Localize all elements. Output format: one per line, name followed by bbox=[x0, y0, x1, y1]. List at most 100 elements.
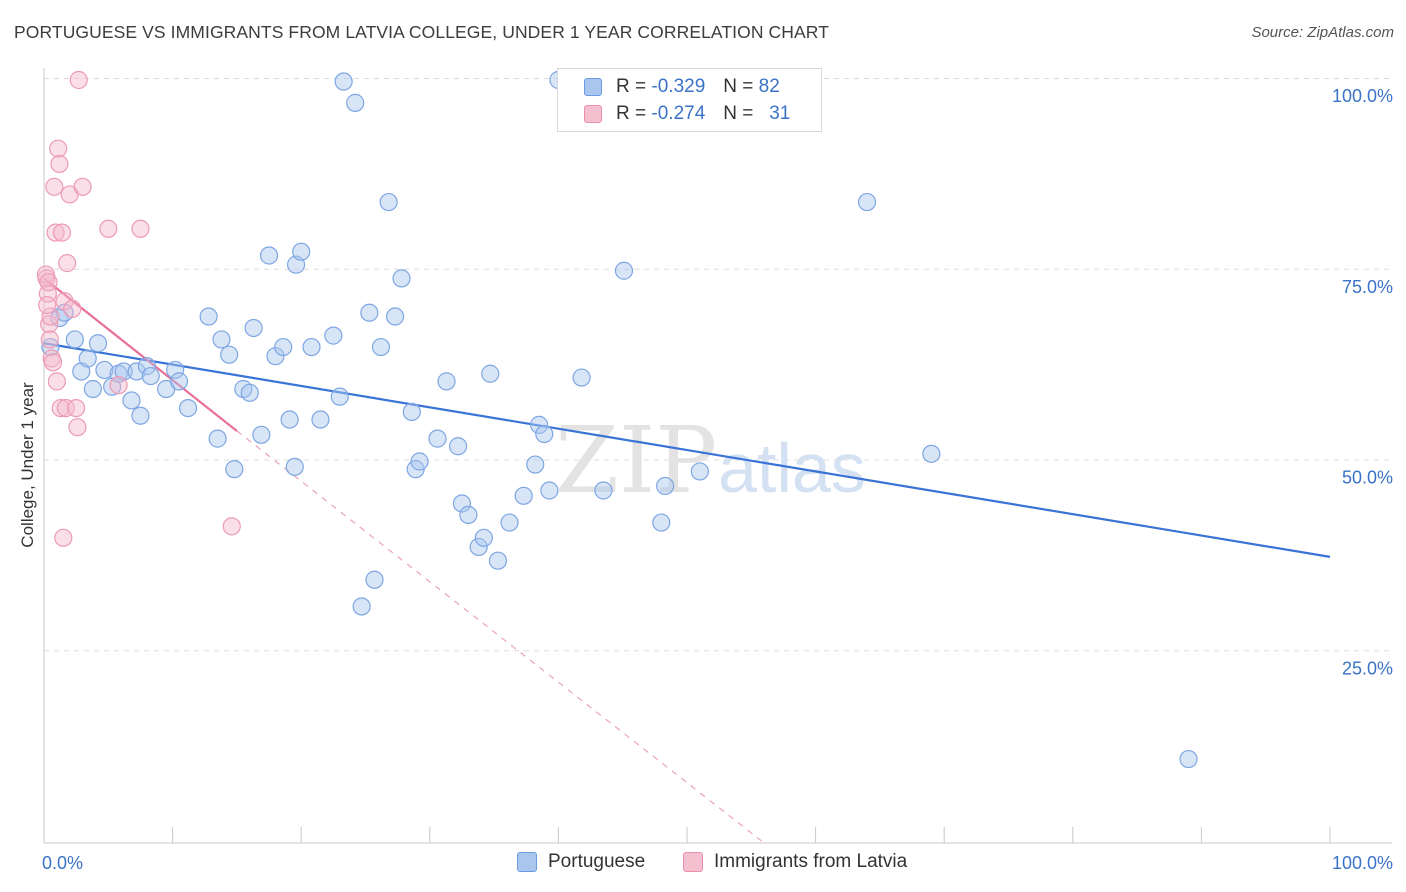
point-latvia bbox=[38, 295, 57, 315]
point-portuguese bbox=[452, 494, 472, 513]
y-tick-label: 75.0% bbox=[1342, 277, 1393, 297]
point-latvia bbox=[39, 273, 58, 292]
point-portuguese bbox=[530, 415, 549, 434]
series-label-portuguese: Portuguese bbox=[548, 851, 646, 872]
point-portuguese bbox=[65, 330, 84, 349]
grid-lines bbox=[44, 78, 1392, 652]
point-portuguese bbox=[199, 307, 218, 326]
trend-line-portuguese bbox=[43, 342, 1331, 558]
trend-line-latvia bbox=[43, 277, 238, 432]
point-portuguese bbox=[379, 192, 398, 212]
point-portuguese bbox=[488, 551, 508, 570]
point-portuguese bbox=[1179, 749, 1198, 769]
point-portuguese bbox=[292, 242, 311, 261]
point-latvia bbox=[131, 219, 150, 238]
point-portuguese bbox=[95, 360, 114, 380]
trend-lines bbox=[43, 277, 1331, 844]
y-axis-label: College, Under 1 year bbox=[18, 382, 37, 548]
point-portuguese bbox=[481, 364, 500, 383]
source-label: Source: ZipAtlas.com bbox=[1251, 24, 1394, 41]
point-portuguese bbox=[526, 455, 545, 474]
y-tick-label: 50.0% bbox=[1342, 468, 1393, 488]
legend-n-value: 31 bbox=[769, 103, 791, 124]
point-portuguese bbox=[208, 429, 227, 448]
point-portuguese bbox=[334, 72, 353, 91]
point-latvia bbox=[40, 315, 59, 334]
series-swatch-pink bbox=[683, 852, 703, 872]
series-legend-portuguese: Portuguese bbox=[517, 851, 645, 873]
point-portuguese bbox=[166, 360, 185, 380]
legend-r-value: -0.274 bbox=[651, 103, 706, 124]
legend-row-latvia: R = -0.274 N = 31 bbox=[584, 102, 790, 126]
point-latvia bbox=[47, 372, 66, 391]
legend-n-label: N = bbox=[723, 103, 754, 124]
point-portuguese bbox=[922, 444, 941, 463]
point-portuguese bbox=[114, 362, 133, 381]
point-portuguese bbox=[365, 570, 384, 589]
point-portuguese bbox=[330, 387, 349, 406]
point-portuguese bbox=[220, 345, 239, 364]
point-latvia bbox=[49, 139, 68, 158]
point-portuguese bbox=[448, 437, 468, 456]
point-latvia bbox=[52, 223, 72, 242]
point-portuguese bbox=[324, 326, 343, 345]
point-portuguese bbox=[280, 410, 299, 429]
legend-r-label: R = bbox=[616, 103, 647, 124]
point-portuguese bbox=[131, 406, 150, 425]
point-portuguese bbox=[857, 192, 877, 212]
point-portuguese bbox=[459, 505, 478, 525]
point-portuguese bbox=[437, 372, 456, 391]
point-portuguese bbox=[88, 334, 108, 353]
point-latvia bbox=[58, 254, 77, 273]
point-portuguese bbox=[178, 398, 198, 418]
point-portuguese bbox=[127, 362, 146, 381]
point-portuguese bbox=[225, 460, 244, 479]
point-latvia bbox=[40, 330, 59, 349]
point-portuguese bbox=[212, 330, 231, 349]
axes bbox=[43, 68, 1392, 844]
point-portuguese bbox=[83, 379, 102, 399]
point-portuguese bbox=[385, 307, 405, 326]
point-latvia bbox=[68, 418, 87, 437]
y-tick-label: 100.0% bbox=[1332, 86, 1393, 106]
point-latvia bbox=[99, 219, 118, 238]
point-portuguese bbox=[169, 372, 189, 391]
point-portuguese bbox=[535, 424, 554, 444]
point-latvia bbox=[41, 307, 60, 326]
point-portuguese bbox=[274, 337, 293, 357]
point-portuguese bbox=[137, 357, 156, 376]
point-portuguese bbox=[540, 481, 559, 500]
legend-row-portuguese: R = -0.329 N = 82 bbox=[584, 75, 780, 99]
point-portuguese bbox=[652, 513, 671, 532]
correlation-legend: R = -0.329 N = 82 R = -0.274 N = 31 bbox=[557, 68, 822, 132]
point-latvia bbox=[109, 376, 128, 395]
point-latvia bbox=[56, 398, 75, 418]
series-swatch-blue bbox=[517, 852, 537, 872]
point-portuguese bbox=[514, 486, 533, 505]
point-portuguese bbox=[78, 349, 97, 368]
point-portuguese bbox=[392, 269, 411, 288]
point-portuguese bbox=[360, 303, 379, 322]
point-portuguese bbox=[244, 318, 263, 338]
point-portuguese bbox=[469, 537, 488, 557]
legend-swatch-blue bbox=[584, 78, 602, 96]
point-portuguese bbox=[122, 391, 141, 410]
point-portuguese bbox=[656, 476, 675, 496]
point-portuguese bbox=[352, 597, 371, 616]
tick-labels: 100.0% 75.0% 50.0% 25.0% 0.0% 100.0% bbox=[42, 86, 1393, 873]
point-latvia bbox=[54, 528, 73, 547]
point-latvia bbox=[43, 353, 63, 372]
point-latvia bbox=[69, 70, 88, 90]
watermark-zip: ZIP bbox=[555, 407, 717, 514]
point-portuguese bbox=[402, 402, 421, 422]
point-latvia bbox=[222, 517, 241, 536]
series-legend: Portuguese Immigrants from Latvia bbox=[0, 851, 1406, 879]
point-latvia bbox=[73, 177, 92, 196]
point-portuguese bbox=[50, 308, 69, 328]
point-portuguese bbox=[302, 337, 321, 357]
point-portuguese bbox=[594, 481, 613, 500]
point-portuguese bbox=[285, 457, 304, 476]
point-portuguese bbox=[141, 366, 160, 386]
series-label-latvia: Immigrants from Latvia bbox=[714, 851, 908, 872]
